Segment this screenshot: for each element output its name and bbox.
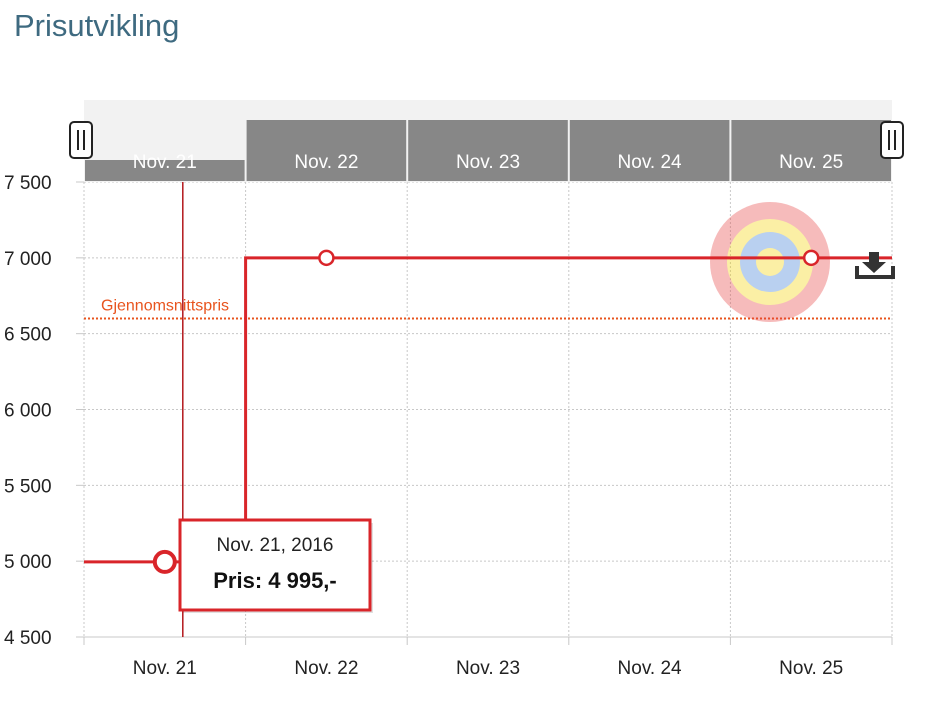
watermark-ring [740,232,800,292]
navigator-label: Nov. 21 [133,152,197,173]
data-point [152,549,177,574]
navigator-band [85,160,245,181]
y-tick-label: 7 000 [4,249,52,270]
navigator-label: Nov. 24 [618,152,683,173]
watermark-ring [727,219,813,305]
price-series [84,182,892,637]
x-tick-label: Nov. 23 [456,658,520,679]
x-tick-label: Nov. 24 [618,658,683,679]
y-tick-label: 5 500 [4,476,52,497]
data-point [318,249,335,267]
download-icon [855,252,895,279]
tooltip-date: Nov. 21, 2016 [217,535,334,556]
x-tick-label: Nov. 22 [294,658,358,679]
navigator-band [569,120,730,181]
navigator-label: Nov. 23 [456,152,520,173]
navigator-band [731,120,891,181]
y-tick-label: 5 000 [4,552,52,573]
watermark-ring [756,248,784,276]
y-tick-label: 7 500 [4,173,52,194]
y-tick-label: 6 500 [4,325,52,346]
handle-body [880,121,904,159]
tooltip-box [178,518,372,612]
download-button[interactable] [852,250,896,284]
data-point [802,249,820,267]
y-tick-label: 4 500 [4,628,52,649]
tooltip: Nov. 21, 2016 Pris: 4 995,- [178,518,373,613]
watermark-ring [710,202,830,322]
navigator-handle-right[interactable] [880,121,904,159]
navigator-handle-left[interactable] [69,121,93,159]
average-label: Gjennomsnittspris [101,298,229,315]
navigator-band [408,120,568,181]
navigator-label: Nov. 22 [294,152,358,173]
navigator-band [246,120,407,181]
y-axis: 7 500 7 000 6 500 6 000 5 500 5 000 4 500 [4,173,84,649]
x-axis: Nov. 21 Nov. 22 Nov. 23 Nov. 24 Nov. 25 [83,636,893,679]
average-price: Gjennomsnittspris [84,298,892,320]
x-tick-label: Nov. 21 [133,658,197,679]
handle-body [69,121,93,159]
navigator-label: Nov. 25 [779,152,843,173]
y-tick-label: 6 000 [4,401,52,422]
x-tick-label: Nov. 25 [779,658,843,679]
tooltip-value: Pris: 4 995,- [213,568,337,593]
page-title: Prisutvikling [14,8,180,43]
range-navigator: Nov. 21 Nov. 22 Nov. 23 Nov. 24 Nov. 25 [69,100,904,182]
watermark-logo [710,202,830,322]
